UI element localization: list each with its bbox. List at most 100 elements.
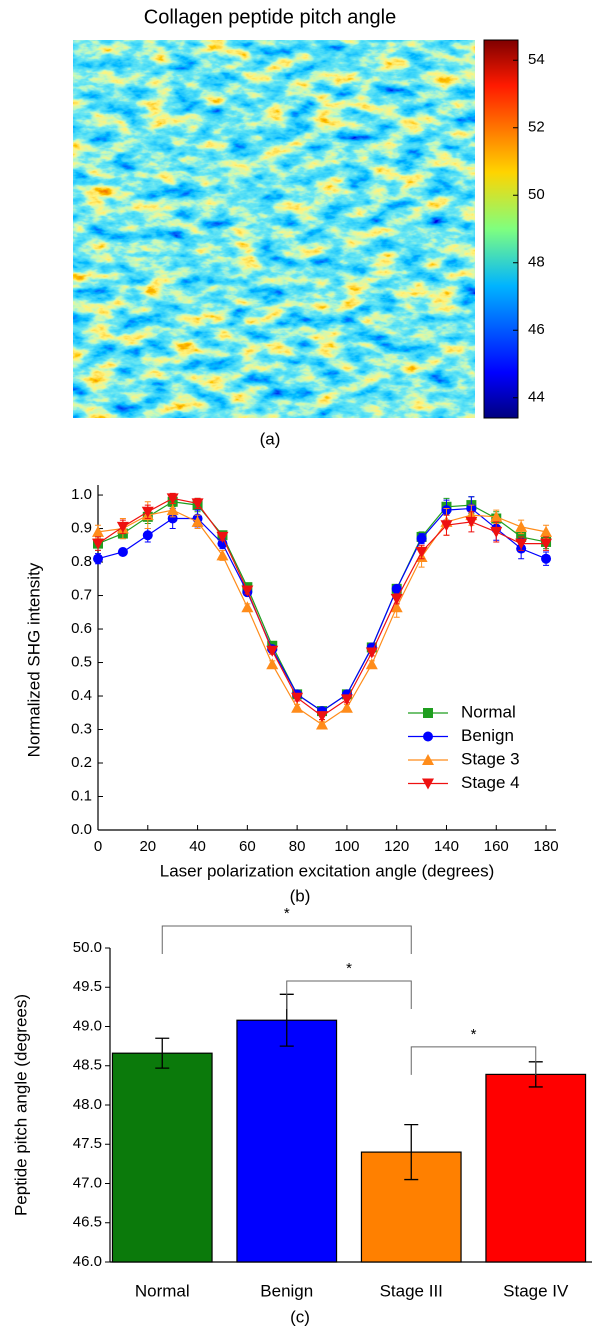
significance-bracket — [161, 925, 412, 955]
marker — [291, 701, 304, 713]
legend-label: Stage 3 — [461, 749, 520, 768]
y-tick-label: 0.9 — [71, 520, 92, 537]
y-tick-label: 47.0 — [73, 1174, 102, 1191]
marker — [216, 549, 229, 561]
x-tick-label: Stage IV — [503, 1281, 569, 1300]
heatmap-image — [73, 40, 475, 418]
caption: (c) — [290, 1307, 310, 1326]
marker — [390, 601, 403, 613]
y-tick-label: 49.5 — [73, 978, 102, 995]
legend-marker — [422, 778, 434, 790]
marker — [241, 601, 254, 613]
marker — [92, 538, 104, 550]
x-tick-label: Stage III — [380, 1281, 443, 1300]
colorbar-tick-label: 54 — [528, 51, 545, 68]
y-tick-label: 46.5 — [73, 1214, 102, 1231]
marker — [340, 701, 353, 713]
marker — [291, 692, 304, 704]
marker — [515, 520, 528, 532]
colorbar-tick-label: 50 — [528, 186, 545, 203]
y-axis-label: Normalized SHG intensity — [24, 562, 43, 757]
marker — [416, 533, 427, 544]
marker — [241, 585, 254, 597]
marker — [266, 658, 279, 670]
x-tick-label: 140 — [434, 838, 459, 855]
marker — [391, 583, 402, 594]
marker — [191, 498, 204, 510]
marker — [415, 546, 428, 558]
marker — [142, 530, 153, 541]
x-tick-label: 120 — [384, 838, 409, 855]
y-tick-label: 50.0 — [73, 939, 102, 956]
x-tick-label: Normal — [135, 1281, 190, 1300]
error-bar — [404, 1123, 419, 1181]
marker — [540, 538, 553, 550]
marker — [515, 538, 528, 550]
y-tick-label: 48.0 — [73, 1096, 102, 1113]
y-tick-label: 49.0 — [73, 1017, 102, 1034]
colorbar-tick-label: 46 — [528, 321, 545, 338]
significance-bracket — [286, 980, 412, 1009]
x-tick-label: 0 — [94, 838, 102, 855]
marker — [465, 516, 478, 528]
marker — [490, 510, 503, 522]
significance-bracket — [410, 1046, 537, 1075]
marker — [365, 647, 378, 659]
legend-label: Normal — [461, 702, 516, 721]
y-tick-label: 46.0 — [73, 1253, 102, 1270]
y-tick-label: 0.5 — [71, 653, 92, 670]
legend-marker — [423, 731, 433, 742]
y-tick-label: 48.5 — [73, 1057, 102, 1074]
x-axis-label: Laser polarization excitation angle (deg… — [160, 861, 495, 880]
colorbar — [483, 39, 519, 419]
colorbar-tick-label: 52 — [528, 119, 545, 136]
marker — [191, 515, 204, 527]
series-line — [97, 509, 547, 726]
x-tick-label: Benign — [260, 1281, 313, 1300]
series-line — [97, 507, 547, 712]
y-tick-label: 0.4 — [71, 687, 92, 704]
marker — [316, 718, 329, 730]
marker — [266, 645, 279, 657]
error-bar — [155, 1037, 170, 1069]
marker — [340, 694, 353, 706]
bar — [111, 1052, 213, 1263]
x-tick-label: 180 — [534, 838, 559, 855]
x-tick-label: 100 — [334, 838, 359, 855]
y-tick-label: 1.0 — [71, 486, 92, 503]
y-tick-label: 0.7 — [71, 587, 92, 604]
legend-label: Stage 4 — [461, 773, 520, 792]
y-tick-label: 0.2 — [71, 754, 92, 771]
marker — [541, 553, 552, 564]
x-tick-label: 40 — [189, 838, 206, 855]
caption: (b) — [290, 886, 311, 905]
y-axis-label: Peptide pitch angle (degrees) — [11, 994, 30, 1216]
x-tick-label: 20 — [139, 838, 156, 855]
marker — [490, 526, 503, 538]
x-tick-label: 80 — [289, 838, 306, 855]
colorbar-tick-label: 48 — [528, 254, 545, 271]
x-tick-label: 160 — [484, 838, 509, 855]
y-tick-label: 0.0 — [71, 821, 92, 838]
series-line — [97, 497, 547, 717]
legend-label: Benign — [461, 726, 514, 745]
marker — [141, 506, 154, 518]
significance-label: * — [346, 960, 352, 977]
colorbar-tick-label: 44 — [528, 389, 545, 406]
marker — [166, 493, 179, 505]
marker — [316, 711, 329, 723]
heatmap-title: Collagen peptide pitch angle — [144, 6, 396, 28]
marker — [117, 546, 128, 557]
marker — [216, 531, 229, 543]
significance-label: * — [471, 1026, 477, 1043]
marker — [440, 520, 453, 532]
marker — [167, 513, 178, 524]
marker — [116, 521, 129, 533]
marker — [365, 658, 378, 670]
marker — [166, 504, 179, 516]
y-tick-label: 47.5 — [73, 1135, 102, 1152]
bar — [236, 1019, 338, 1263]
legend-marker — [422, 754, 434, 765]
